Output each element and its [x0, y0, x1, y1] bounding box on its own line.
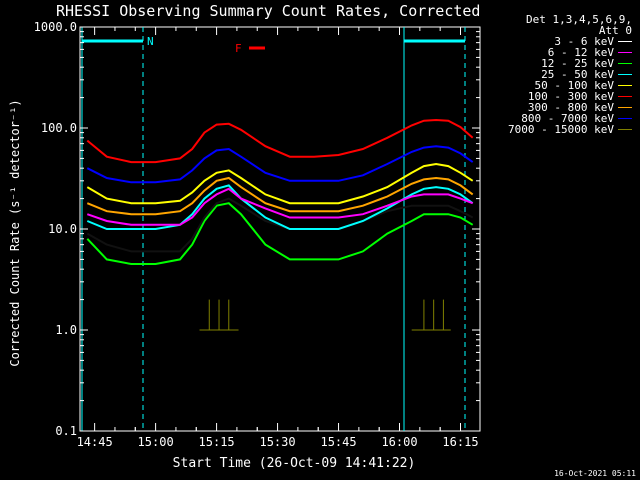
legend-item: 6 - 12 keV	[486, 47, 632, 58]
legend-swatch	[618, 63, 632, 64]
legend-item-label: 100 - 300 keV	[527, 90, 614, 103]
x-tick-label: 15:30	[259, 435, 295, 449]
y-tick-label: 10.0	[48, 222, 77, 236]
legend-item-label: 25 - 50 keV	[541, 68, 614, 81]
series-3-6-kevline	[86, 197, 474, 253]
legend-item-label: 50 - 100 keV	[534, 79, 614, 92]
series-50-100-kevline	[86, 162, 474, 205]
legend-swatch	[618, 107, 632, 108]
legend-swatch	[618, 118, 632, 119]
axis-ticks: 0.1 1.0 10.0 100.0 1000.0 14:45 15:00 15:15 15:3…	[34, 20, 480, 449]
legend-item-label: 6 - 12 keV	[547, 46, 614, 59]
night-marker-label: N	[147, 35, 154, 48]
legend-item-label: 7000 - 15000 keV	[508, 123, 614, 136]
series-6-12-kevline	[86, 187, 474, 226]
legend-item: 300 - 800 keV	[486, 102, 632, 113]
legend-item: 800 - 7000 keV	[486, 113, 632, 124]
series-300-800-kevline	[86, 176, 474, 216]
legend-header-1: Det 1,3,4,5,6,9,	[526, 13, 632, 26]
x-tick-label: 15:00	[138, 435, 174, 449]
chart-title: RHESSI Observing Summary Count Rates, Co…	[56, 2, 481, 20]
x-tick-label: 14:45	[77, 435, 113, 449]
series-800-7000-kevline	[86, 145, 474, 184]
series-12-25-kevline	[86, 202, 474, 265]
legend-item: 3 - 6 keV	[486, 36, 632, 47]
y-tick-label: 0.1	[55, 424, 77, 438]
legend-swatch	[618, 41, 632, 42]
legend-item: 12 - 25 keV	[486, 58, 632, 69]
legend: Det 1,3,4,5,6,9, Att 0 3 - 6 keV 6 - 12 k…	[486, 14, 632, 135]
flare-marker-label: F	[235, 42, 242, 55]
y-tick-label: 1000.0	[34, 20, 77, 34]
legend-swatch	[618, 74, 632, 75]
x-axis-label: Start Time (26-Oct-09 14:41:22)	[173, 456, 416, 471]
x-tick-label: 15:15	[199, 435, 235, 449]
x-tick-label: 16:15	[442, 435, 478, 449]
legend-item-label: 300 - 800 keV	[527, 101, 614, 114]
legend-swatch	[618, 96, 632, 97]
legend-item: 50 - 100 keV	[486, 80, 632, 91]
timestamp-footer: 16-Oct-2021 05:11	[554, 469, 636, 478]
x-tick-label: 15:45	[320, 435, 356, 449]
y-axis-label: Corrected Count Rate (s⁻¹ detector⁻¹)	[8, 99, 22, 366]
legend-item: 25 - 50 keV	[486, 69, 632, 80]
series-group	[86, 118, 474, 331]
legend-item-label: 12 - 25 keV	[541, 57, 614, 70]
legend-swatch	[618, 129, 632, 130]
legend-item: 7000 - 15000 keV	[486, 124, 632, 135]
legend-header-2: Att 0	[598, 24, 632, 37]
legend-items: 3 - 6 keV 6 - 12 keV 12 - 25 keV 25 - 50 ke…	[486, 36, 632, 135]
legend-item-label: 3 - 6 keV	[554, 35, 614, 48]
series-25-50-kevline	[86, 184, 474, 230]
legend-item: 100 - 300 keV	[486, 91, 632, 102]
legend-item-label: 800 - 7000 keV	[521, 112, 614, 125]
x-tick-label: 16:00	[381, 435, 417, 449]
legend-swatch	[618, 52, 632, 53]
y-tick-label: 1.0	[55, 323, 77, 337]
series-100-300-kevline	[86, 118, 474, 164]
legend-swatch	[618, 85, 632, 86]
y-tick-label: 100.0	[41, 121, 77, 135]
